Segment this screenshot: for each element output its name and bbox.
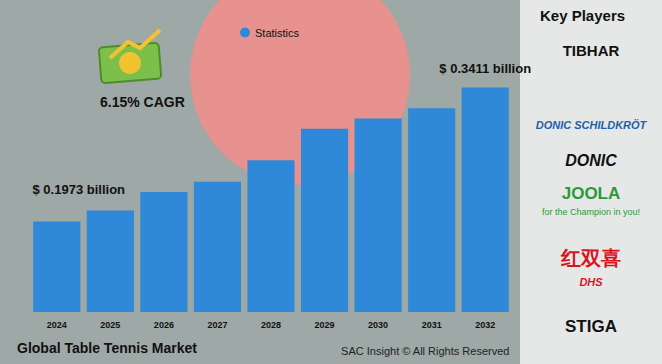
svg-text:$ 0.3411 billion: $ 0.3411 billion (439, 61, 531, 76)
svg-text:2031: 2031 (422, 320, 442, 330)
svg-text:TIBHAR: TIBHAR (563, 42, 620, 59)
svg-text:DONIC: DONIC (565, 152, 617, 169)
svg-text:2027: 2027 (207, 320, 227, 330)
svg-text:2030: 2030 (368, 320, 388, 330)
svg-text:DHS: DHS (579, 276, 603, 288)
svg-text:SAC Insight © All Rights Reser: SAC Insight © All Rights Reserved (341, 345, 509, 357)
svg-text:STIGA: STIGA (565, 317, 617, 336)
svg-text:for the Champion in you!: for the Champion in you! (542, 207, 640, 217)
svg-text:红双喜: 红双喜 (560, 247, 621, 269)
svg-text:DONIC SCHILDKRÖT: DONIC SCHILDKRÖT (536, 119, 648, 131)
svg-text:Key Players: Key Players (540, 7, 625, 24)
svg-text:$ 0.1973 billion: $ 0.1973 billion (33, 182, 126, 197)
svg-text:2029: 2029 (315, 320, 335, 330)
svg-text:Statistics: Statistics (255, 27, 300, 39)
svg-text:2025: 2025 (100, 320, 120, 330)
svg-text:Global Table Tennis Market: Global Table Tennis Market (17, 340, 197, 356)
svg-text:2028: 2028 (261, 320, 281, 330)
svg-text:JOOLA: JOOLA (562, 184, 621, 203)
svg-text:2026: 2026 (154, 320, 174, 330)
svg-text:2032: 2032 (475, 320, 495, 330)
svg-text:6.15% CAGR: 6.15% CAGR (100, 94, 185, 110)
svg-text:2024: 2024 (47, 320, 67, 330)
